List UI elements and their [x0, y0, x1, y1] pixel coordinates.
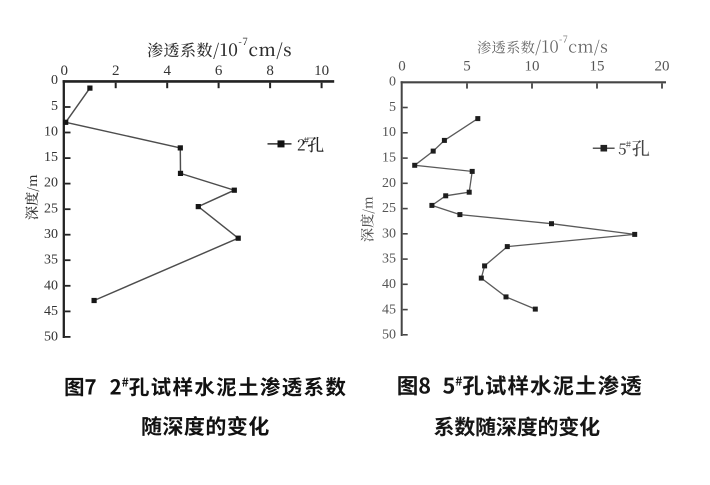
- svg-text:15: 15: [382, 151, 396, 166]
- svg-text:2: 2: [112, 63, 120, 79]
- svg-text:15: 15: [44, 150, 58, 165]
- svg-text:8: 8: [266, 63, 274, 79]
- svg-text:6: 6: [215, 63, 223, 79]
- svg-text:45: 45: [382, 302, 396, 317]
- svg-text:0: 0: [60, 63, 68, 79]
- svg-text:10: 10: [382, 125, 396, 140]
- svg-text:0: 0: [51, 73, 58, 88]
- svg-text:5: 5: [463, 59, 471, 75]
- svg-text:0: 0: [398, 59, 406, 75]
- svg-text:15: 15: [590, 59, 605, 75]
- svg-text:50: 50: [382, 328, 396, 343]
- svg-text:30: 30: [382, 226, 396, 241]
- svg-text:4: 4: [163, 63, 171, 79]
- svg-text:25: 25: [382, 201, 396, 216]
- svg-text:5: 5: [51, 99, 58, 114]
- svg-text:20: 20: [44, 176, 58, 191]
- svg-text:20: 20: [382, 176, 396, 191]
- svg-text:45: 45: [44, 304, 58, 319]
- svg-text:50: 50: [44, 330, 58, 345]
- svg-text:40: 40: [382, 277, 396, 292]
- svg-text:20: 20: [655, 59, 670, 75]
- svg-text:10: 10: [525, 59, 540, 75]
- svg-text:25: 25: [44, 201, 58, 216]
- svg-text:0: 0: [389, 75, 396, 90]
- svg-text:30: 30: [44, 227, 58, 242]
- svg-text:40: 40: [44, 278, 58, 293]
- svg-text:35: 35: [44, 253, 58, 268]
- svg-text:35: 35: [382, 252, 396, 267]
- svg-text:5: 5: [389, 100, 396, 115]
- svg-text:10: 10: [44, 124, 58, 139]
- svg-text:10: 10: [314, 63, 329, 79]
